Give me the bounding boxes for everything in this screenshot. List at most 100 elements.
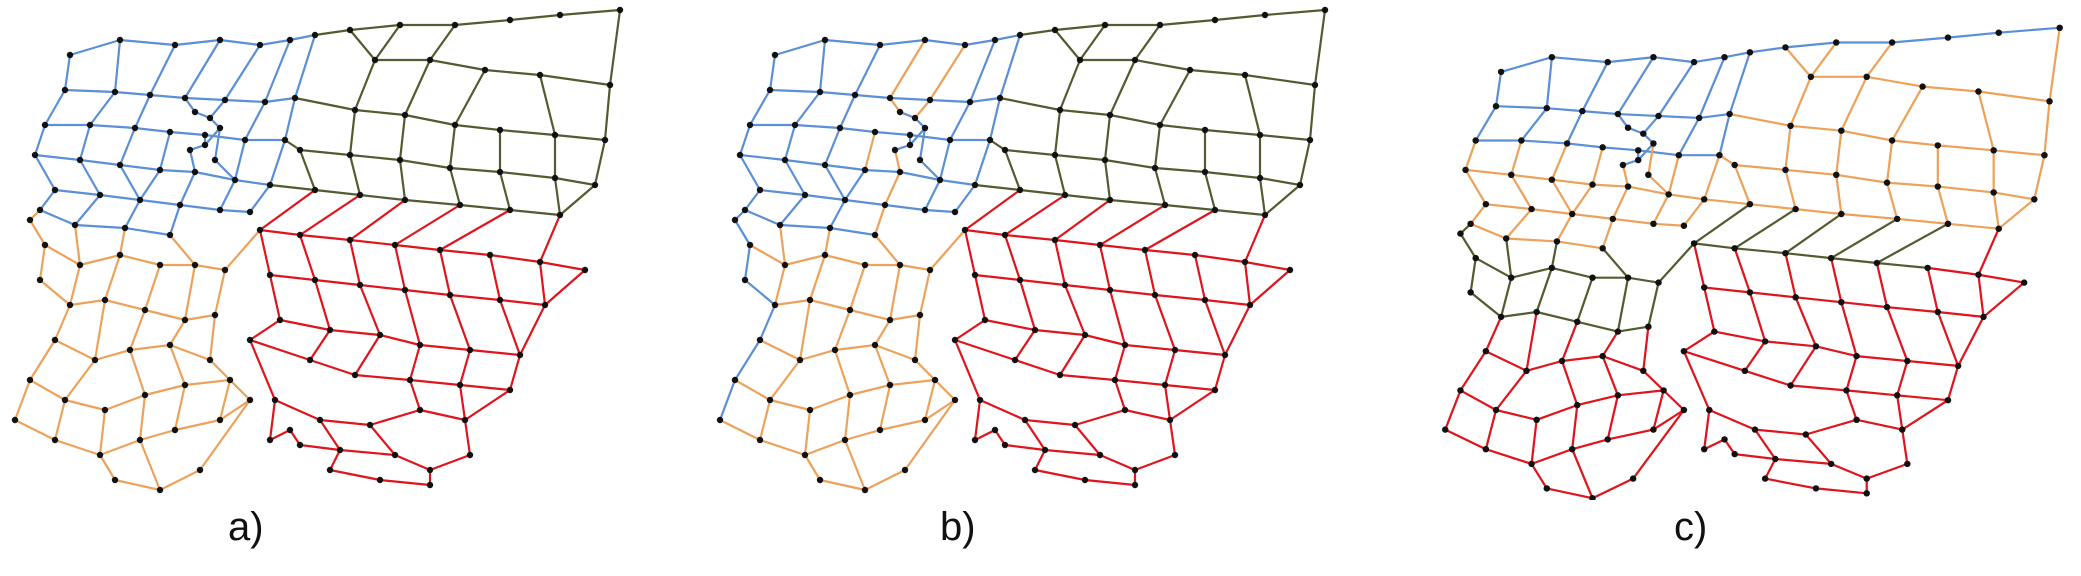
network-node [191, 261, 199, 269]
network-edge [938, 178, 977, 187]
network-node [1171, 346, 1179, 354]
network-node [1031, 466, 1039, 474]
network-edge [448, 293, 502, 302]
network-node [1121, 406, 1129, 414]
network-edge [1464, 139, 1477, 171]
network-node [1472, 254, 1479, 262]
network-edge [1484, 315, 1503, 353]
network-edge [1845, 355, 1858, 392]
network-edge [98, 438, 142, 457]
network-node [766, 86, 774, 94]
network-node [916, 311, 924, 319]
network-edge [378, 478, 432, 487]
network-node [1833, 39, 1840, 46]
network-edge [1865, 41, 1894, 78]
network-node [936, 176, 944, 184]
network-node [1441, 426, 1449, 433]
network-edge [1223, 303, 1252, 357]
network-edge [128, 348, 147, 397]
network-edge [1692, 203, 1752, 245]
network-node [146, 91, 154, 99]
network-node [1589, 181, 1596, 188]
network-node [1944, 34, 1952, 41]
network-edge [518, 303, 547, 357]
network-node [401, 286, 409, 294]
network-node [1096, 241, 1104, 249]
network-edge [258, 38, 292, 47]
network-edge [818, 478, 867, 492]
network-edge [1571, 448, 1594, 500]
network-node [556, 211, 564, 219]
network-edge [1616, 112, 1660, 118]
network-edge [1647, 281, 1660, 328]
network-node [1782, 166, 1789, 174]
network-edge [448, 166, 462, 207]
network-edge [348, 238, 397, 247]
network-node [1782, 44, 1789, 51]
network-edge [1936, 310, 1985, 318]
network-node [291, 94, 299, 102]
network-node [246, 396, 254, 404]
network-edge [1560, 355, 1604, 363]
network-edge [1510, 173, 1533, 211]
network-edge [113, 90, 152, 97]
network-edge [1203, 128, 1262, 137]
network-node [976, 396, 984, 404]
network-node [1934, 308, 1942, 316]
network-node [426, 466, 434, 474]
network-node [881, 201, 889, 209]
network-edge [258, 228, 272, 277]
network-edge [1469, 203, 1487, 225]
network-edge [923, 208, 957, 214]
network-edge [1248, 268, 1292, 307]
network-edge [1550, 178, 1574, 216]
network-node [741, 206, 749, 214]
network-edge [953, 338, 1017, 362]
network-node [926, 96, 934, 104]
network-edge [328, 448, 342, 472]
network-edge [783, 253, 827, 267]
network-edge [13, 418, 57, 442]
network-node [806, 406, 814, 414]
network-node [1492, 103, 1500, 110]
network-edge [168, 318, 187, 347]
network-node [1609, 215, 1617, 223]
network-edge [918, 158, 942, 182]
network-edge [1682, 350, 1711, 412]
network-edge [78, 158, 122, 167]
network-edge [803, 453, 822, 482]
network-node [356, 191, 364, 199]
network-edge [778, 223, 787, 267]
network-node [1131, 466, 1139, 474]
network-edge [803, 193, 847, 202]
network-node [1261, 11, 1269, 19]
network-edge [313, 188, 362, 197]
network-node [1548, 264, 1556, 272]
network-edge [1789, 124, 1843, 132]
network-node [781, 156, 789, 164]
network-edge [1814, 345, 1858, 358]
network-edge [888, 96, 932, 102]
network-edge [453, 123, 502, 132]
network-node [1853, 352, 1860, 360]
network-edge [1033, 448, 1047, 472]
network-edge [158, 468, 202, 492]
network-edge [1494, 369, 1528, 412]
network-edge [803, 438, 847, 457]
network-edge [68, 298, 107, 307]
network-node [506, 386, 514, 394]
network-node [141, 391, 149, 399]
network-edge [808, 393, 852, 412]
network-edge [933, 378, 957, 402]
network-node [1645, 171, 1652, 178]
network-node [446, 164, 454, 172]
network-node [1306, 136, 1314, 144]
network-node [1106, 286, 1114, 294]
network-edge [268, 428, 292, 442]
network-edge [743, 188, 762, 212]
network-edge [1153, 166, 1167, 207]
network-edge [118, 38, 177, 47]
network-edge [1560, 359, 1579, 407]
network-edge [1163, 348, 1177, 387]
network-edge [63, 53, 72, 92]
